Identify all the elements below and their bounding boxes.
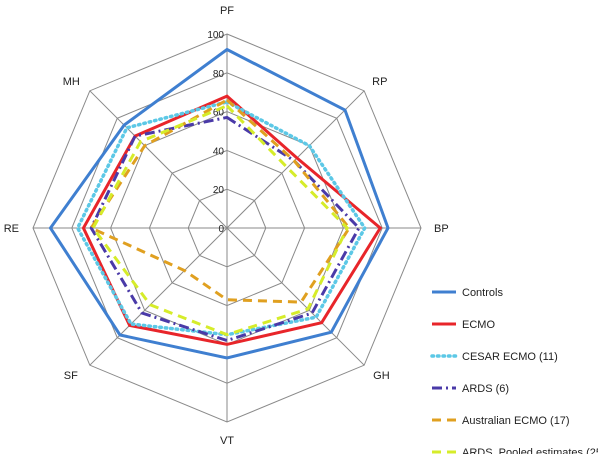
series-line-1 <box>81 94 383 346</box>
axis-label-bp: BP <box>434 223 449 235</box>
legend-label-5: ARDS, Pooled estimates (25) <box>462 447 598 454</box>
radial-tick-labels: 0 20 40 60 80 100 <box>207 30 224 235</box>
tick-label-100: 100 <box>207 30 224 41</box>
series-line-2 <box>75 100 367 337</box>
tick-label-80: 80 <box>213 69 225 80</box>
tick-label-20: 20 <box>213 185 225 196</box>
legend-label-2: CESAR ECMO (11) <box>462 351 558 363</box>
spoke-sf <box>89 227 228 366</box>
axis-label-mh: MH <box>63 76 80 88</box>
series-line-5 <box>91 104 350 337</box>
spoke-rp <box>226 90 365 229</box>
legend: Controls ECMO CESAR ECMO (11) ARDS (6) Austr… <box>430 287 598 454</box>
axis-label-pf: PF <box>220 5 234 17</box>
legend-label-3: ARDS (6) <box>462 383 509 395</box>
category-axis-labels: PF RP BP GH VT SF RE MH <box>4 5 449 447</box>
axis-label-re: RE <box>4 223 19 235</box>
spoke-gh <box>226 227 365 366</box>
spoke-mh <box>89 90 228 229</box>
radar-grid <box>32 33 422 423</box>
axis-label-vt: VT <box>220 435 234 447</box>
series-line-0 <box>48 47 390 360</box>
axis-label-sf: SF <box>64 370 78 382</box>
tick-label-40: 40 <box>213 146 225 157</box>
tick-label-60: 60 <box>213 108 225 119</box>
legend-label-0: Controls <box>462 287 503 299</box>
legend-label-1: ECMO <box>462 319 495 331</box>
axis-label-gh: GH <box>373 370 390 382</box>
data-series <box>48 47 390 360</box>
tick-label-0: 0 <box>218 224 224 235</box>
axis-label-rp: RP <box>372 76 387 88</box>
legend-label-4: Australian ECMO (17) <box>462 415 570 427</box>
series-line-4 <box>88 98 352 304</box>
